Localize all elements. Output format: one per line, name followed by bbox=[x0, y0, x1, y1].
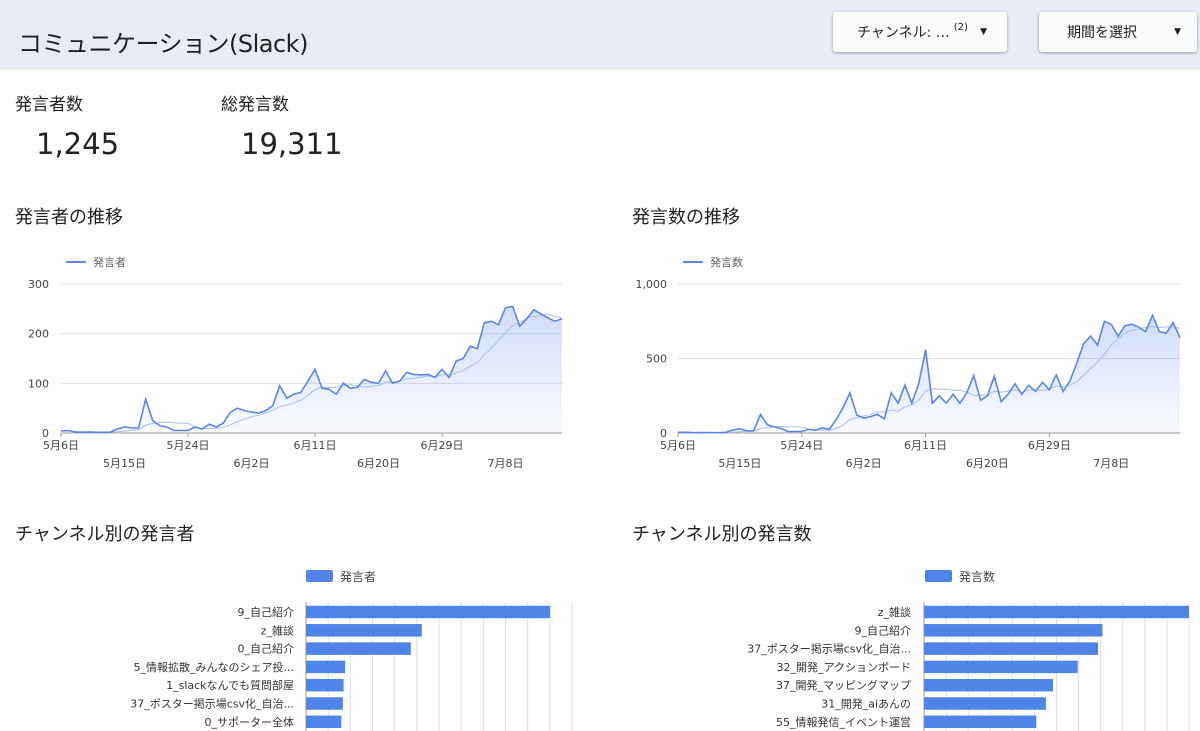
category-label: 0_サポーター全体 bbox=[205, 715, 295, 729]
x-tick-label: 5月24日 bbox=[167, 439, 210, 452]
bar bbox=[924, 624, 1103, 637]
message-count-value: 19,311 bbox=[241, 127, 343, 161]
category-label: 32_開発_アクションボード bbox=[777, 660, 911, 674]
y-tick-label: 500 bbox=[646, 353, 667, 366]
x-tick-label: 5月6日 bbox=[660, 439, 696, 452]
category-label: 1_slackなんでも質問部屋 bbox=[166, 678, 294, 692]
x-tick-label: 6月2日 bbox=[846, 457, 882, 470]
category-label: 37_ポスター掲示場csv化_自治... bbox=[130, 697, 294, 711]
speaker-count-value: 1,245 bbox=[36, 127, 120, 161]
message-count-label: 総発言数 bbox=[221, 95, 289, 115]
category-label: 55_情報発信_イベント運営 bbox=[776, 715, 911, 729]
x-tick-label: 5月15日 bbox=[718, 457, 761, 470]
category-label: 9_自己紹介 bbox=[238, 606, 295, 619]
series-line bbox=[60, 305, 563, 434]
trend-line bbox=[678, 325, 1181, 433]
bar bbox=[306, 678, 344, 692]
series-line bbox=[678, 313, 1181, 434]
bar bbox=[924, 697, 1046, 710]
speaker-count-label: 発言者数 bbox=[15, 95, 83, 115]
channel-speakers-title: チャンネル別の発言者 bbox=[15, 524, 195, 545]
bar bbox=[306, 697, 343, 710]
speaker-trend-title: 発言者の推移 bbox=[15, 207, 123, 228]
x-tick-label: 5月24日 bbox=[780, 439, 823, 452]
series-area bbox=[678, 315, 1180, 433]
trend-line bbox=[60, 313, 563, 433]
channel-filter-count: (2) bbox=[953, 21, 968, 33]
category-label: 5_情報拡散_みんなのシェア投... bbox=[134, 660, 295, 674]
bar bbox=[306, 624, 422, 637]
y-tick-label: 0 bbox=[42, 427, 49, 440]
bar bbox=[924, 660, 1078, 674]
bar bbox=[306, 642, 411, 655]
page-title: コミュニケーション(Slack) bbox=[18, 30, 308, 58]
channel-filter-dropdown[interactable]: チャンネル: … (2) ▼ bbox=[833, 12, 1007, 52]
y-tick-label: 300 bbox=[28, 278, 49, 291]
chevron-down-icon: ▼ bbox=[1174, 27, 1181, 37]
dashboard-header: コミュニケーション(Slack) チャンネル: … (2) ▼ 期間を選択 ▼ bbox=[0, 0, 1200, 70]
x-tick-label: 6月20日 bbox=[966, 457, 1009, 470]
y-tick-label: 200 bbox=[28, 328, 49, 341]
category-label: z_雑談 bbox=[878, 605, 911, 619]
x-tick-label: 6月29日 bbox=[421, 439, 464, 452]
message-trend-title: 発言数の推移 bbox=[632, 207, 740, 228]
series-area bbox=[61, 306, 562, 433]
x-tick-label: 6月11日 bbox=[904, 439, 947, 452]
legend-label: 発言数 bbox=[710, 255, 743, 269]
x-tick-label: 7月8日 bbox=[1093, 457, 1129, 470]
legend-swatch bbox=[306, 570, 333, 582]
legend-label: 発言者 bbox=[340, 570, 376, 584]
x-tick-label: 5月6日 bbox=[43, 439, 79, 452]
x-tick-label: 7月8日 bbox=[488, 457, 524, 470]
bar bbox=[924, 605, 1189, 619]
bar bbox=[306, 715, 342, 729]
y-tick-label: 0 bbox=[660, 427, 667, 440]
category-label: 9_自己紹介 bbox=[855, 624, 912, 637]
y-tick-label: 1,000 bbox=[636, 278, 668, 291]
legend-label: 発言数 bbox=[959, 569, 995, 584]
channel-filter-label: チャンネル: … bbox=[857, 25, 950, 41]
category-label: 37_ポスター掲示場csv化_自治... bbox=[747, 642, 911, 656]
period-selector-label: 期間を選択 bbox=[1067, 25, 1137, 41]
y-tick-label: 100 bbox=[28, 377, 49, 390]
x-tick-label: 6月11日 bbox=[294, 439, 337, 452]
chevron-down-icon: ▼ bbox=[980, 27, 987, 37]
category-label: 37_開発_マッピングマップ bbox=[776, 678, 911, 692]
bar bbox=[306, 605, 551, 619]
bar bbox=[924, 715, 1037, 729]
x-tick-label: 5月15日 bbox=[103, 457, 146, 470]
x-tick-label: 6月2日 bbox=[234, 457, 270, 470]
category-label: 0_自己紹介 bbox=[238, 643, 295, 656]
x-tick-label: 6月29日 bbox=[1028, 439, 1071, 452]
bar bbox=[924, 678, 1053, 692]
legend-label: 発言者 bbox=[93, 255, 126, 269]
channel-messages-title: チャンネル別の発言数 bbox=[632, 524, 812, 545]
period-selector-dropdown[interactable]: 期間を選択 ▼ bbox=[1039, 12, 1197, 52]
category-label: 31_開発_aiあんの bbox=[821, 697, 911, 711]
x-tick-label: 6月20日 bbox=[357, 457, 400, 470]
bar bbox=[924, 642, 1098, 655]
category-label: z_雑談 bbox=[261, 623, 294, 637]
bar bbox=[306, 660, 346, 674]
legend-swatch bbox=[925, 570, 952, 582]
